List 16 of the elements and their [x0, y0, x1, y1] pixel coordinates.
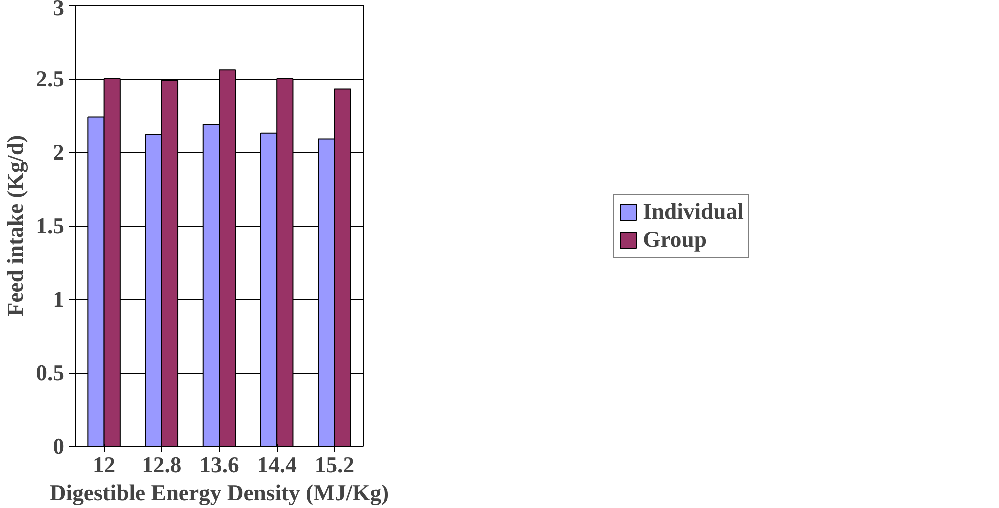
legend-label: Individual: [643, 198, 744, 224]
y-tick-label: 0: [53, 434, 64, 459]
y-tick-label: 0.5: [36, 360, 65, 386]
x-axis-title: Digestible Energy Density (MJ/Kg): [50, 480, 390, 506]
x-tick-label: 14.4: [257, 452, 297, 478]
legend-label: Group: [643, 226, 707, 252]
y-tick-label: 1.5: [36, 214, 65, 238]
y-tick-label: 1: [53, 287, 64, 312]
x-tick-label: 13.6: [200, 452, 240, 478]
x-tick-label: 12.8: [142, 452, 182, 478]
y-tick-label: 2: [53, 140, 64, 165]
y-axis-title: Feed intake (Kg/d): [3, 135, 28, 317]
x-tick-label: 12: [92, 452, 116, 478]
y-tick-label: 2.5: [36, 66, 65, 92]
y-tick-label: 3: [53, 0, 64, 20]
x-tick-label: 15.2: [314, 452, 355, 478]
